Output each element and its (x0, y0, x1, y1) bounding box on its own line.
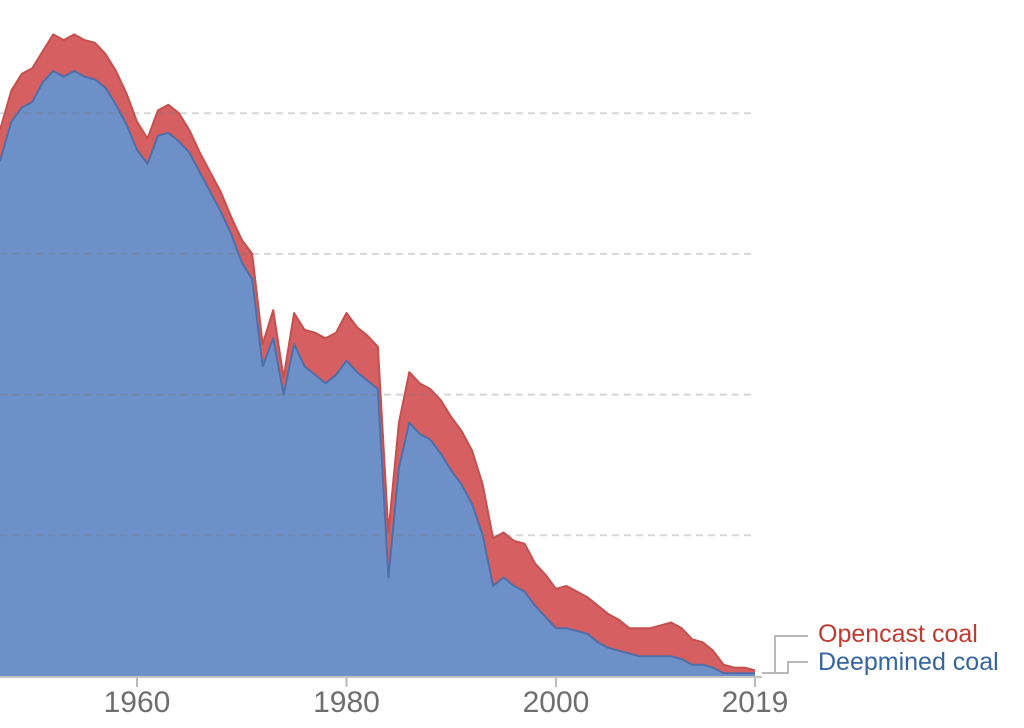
legend-opencast-label: Opencast coal (818, 620, 978, 648)
x-tick-label-2019: 2019 (722, 686, 789, 719)
deepmined-leader-line (762, 661, 808, 674)
stacked-areas-group (0, 33, 756, 676)
opencast-leader-line (762, 635, 808, 674)
x-tick-label-2000: 2000 (523, 686, 590, 719)
deepmined-area (0, 71, 755, 676)
gridlines-group (0, 112, 755, 537)
x-tick-label-1980: 1980 (313, 686, 380, 719)
legend-deepmined-label: Deepmined coal (818, 648, 999, 676)
legend-leader-lines-group (762, 635, 808, 674)
x-axis-group: 1960 1980 2000 2019 (0, 676, 789, 719)
opencast-top-line (0, 33, 756, 672)
x-tick-label-1960: 1960 (104, 686, 171, 719)
deepmined-top-line (0, 70, 755, 675)
